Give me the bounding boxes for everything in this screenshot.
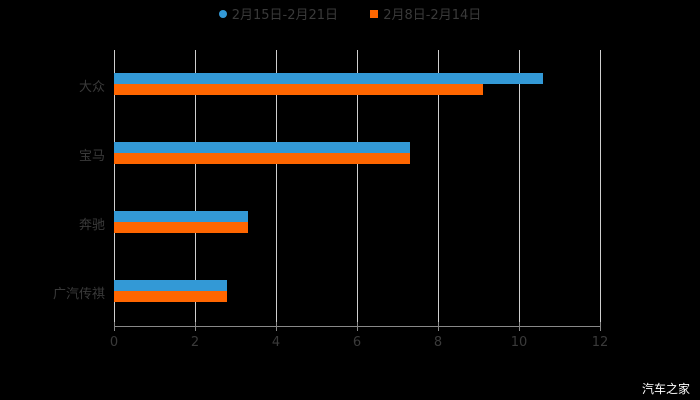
x-tick: [276, 322, 277, 331]
gridline: [357, 50, 358, 326]
gridline: [195, 50, 196, 326]
bar-orange[interactable]: [114, 291, 227, 302]
y-category-label: 奔驰: [78, 218, 105, 233]
x-tick-label: 0: [109, 335, 119, 350]
bar-orange[interactable]: [114, 84, 483, 95]
plot-area: [114, 50, 601, 326]
y-category-label: 大众: [78, 80, 105, 95]
x-tick: [195, 322, 196, 331]
gridline: [114, 50, 115, 326]
bar-blue[interactable]: [114, 73, 543, 84]
legend-item-week-feb15-21[interactable]: 2月15日-2月21日: [218, 4, 339, 23]
bar-blue[interactable]: [114, 280, 227, 291]
x-tick: [438, 322, 439, 331]
y-category-label: 广汽传祺: [52, 287, 105, 302]
gridline: [519, 50, 520, 326]
watermark: 汽车之家: [641, 382, 690, 396]
bar-blue[interactable]: [114, 211, 248, 222]
x-tick: [114, 322, 115, 331]
x-tick-label: 2: [190, 335, 200, 350]
legend-item-week-feb8-14[interactable]: 2月8日-2月14日: [370, 4, 481, 23]
gridline: [438, 50, 439, 326]
y-category-label: 宝马: [78, 149, 105, 164]
x-tick-label: 4: [271, 335, 281, 350]
x-tick: [600, 322, 601, 331]
x-tick: [357, 322, 358, 331]
chart-legend: 2月15日-2月21日 2月8日-2月14日: [0, 4, 700, 23]
legend-label: 2月8日-2月14日: [383, 8, 482, 23]
x-tick-label: 10: [510, 335, 528, 350]
legend-marker-orange: [370, 9, 379, 18]
bar-blue[interactable]: [114, 142, 410, 153]
x-tick-label: 6: [352, 335, 362, 350]
bar-orange[interactable]: [114, 222, 248, 233]
legend-marker-blue: [218, 9, 227, 18]
legend-label: 2月15日-2月21日: [231, 8, 339, 23]
gridline: [600, 50, 601, 326]
bar-orange[interactable]: [114, 153, 410, 164]
x-tick-label: 8: [433, 335, 443, 350]
gridline: [276, 50, 277, 326]
x-tick: [519, 322, 520, 331]
x-tick-label: 12: [591, 335, 609, 350]
